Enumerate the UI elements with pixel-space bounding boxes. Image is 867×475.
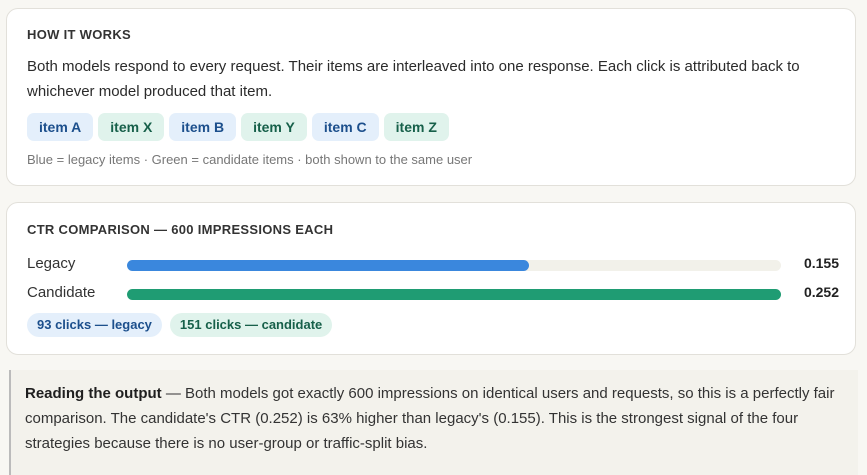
item-chip-legacy: item B <box>169 113 237 141</box>
ctr-bar-track <box>127 260 781 271</box>
ctr-comparison-card: CTR COMPARISON — 600 IMPRESSIONS EACH Le… <box>6 202 856 355</box>
how-it-works-heading: HOW IT WORKS <box>27 27 131 42</box>
ctr-bar-legacy <box>127 260 530 271</box>
note-title: Reading the output <box>25 385 162 402</box>
how-it-works-card: HOW IT WORKS Both models respond to ever… <box>6 8 856 186</box>
ctr-value: 0.252 <box>803 284 839 300</box>
ctr-row-candidate: Candidate 0.252 <box>27 284 839 304</box>
candidate-clicks-badge: 151 clicks — candidate <box>169 313 333 337</box>
item-chip-candidate: item X <box>98 113 165 141</box>
interleaved-items: item A item X item B item Y item C item … <box>27 113 449 141</box>
row-label: Candidate <box>27 284 96 301</box>
click-counts: 93 clicks — legacy 151 clicks — candidat… <box>27 313 333 337</box>
color-legend: Blue = legacy items · Green = candidate … <box>27 152 473 167</box>
how-it-works-description: Both models respond to every request. Th… <box>27 58 800 100</box>
ctr-bar-track <box>127 289 781 300</box>
item-chip-legacy: item C <box>311 113 379 141</box>
ctr-row-legacy: Legacy 0.155 <box>27 255 839 275</box>
ctr-bar-candidate <box>127 289 781 300</box>
ctr-heading: CTR COMPARISON — 600 IMPRESSIONS EACH <box>27 222 334 237</box>
item-chip-candidate: item Z <box>383 113 449 141</box>
note-body: — Both models got exactly 600 impression… <box>25 385 835 452</box>
legacy-clicks-badge: 93 clicks — legacy <box>27 313 162 337</box>
item-chip-legacy: item A <box>27 113 94 141</box>
ctr-value: 0.155 <box>803 255 839 271</box>
row-label: Legacy <box>27 255 76 272</box>
item-chip-candidate: item Y <box>241 113 307 141</box>
reading-output-note: Reading the output — Both models got exa… <box>9 370 858 475</box>
